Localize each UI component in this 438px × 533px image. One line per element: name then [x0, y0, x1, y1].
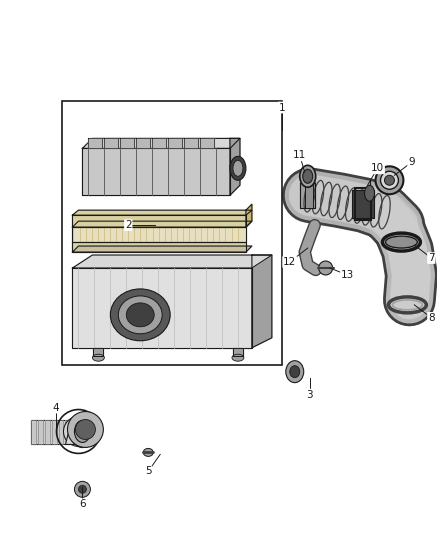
- Polygon shape: [168, 139, 182, 148]
- Polygon shape: [38, 419, 42, 445]
- Ellipse shape: [74, 421, 90, 442]
- Ellipse shape: [143, 448, 153, 456]
- Polygon shape: [200, 139, 214, 148]
- Polygon shape: [45, 419, 49, 445]
- Text: 11: 11: [293, 150, 306, 160]
- Polygon shape: [72, 210, 252, 215]
- Polygon shape: [59, 419, 64, 445]
- Polygon shape: [66, 419, 71, 445]
- Text: 12: 12: [283, 257, 297, 267]
- Circle shape: [385, 175, 395, 185]
- Text: 9: 9: [408, 157, 415, 167]
- Polygon shape: [88, 139, 102, 148]
- Polygon shape: [72, 255, 272, 268]
- Polygon shape: [72, 221, 252, 227]
- Circle shape: [64, 416, 93, 447]
- Polygon shape: [72, 242, 246, 252]
- Polygon shape: [72, 227, 246, 242]
- Text: 13: 13: [341, 270, 354, 280]
- Bar: [305, 183, 313, 208]
- Polygon shape: [72, 268, 252, 348]
- Text: 6: 6: [79, 499, 86, 509]
- Ellipse shape: [110, 289, 170, 341]
- Ellipse shape: [286, 361, 304, 383]
- Polygon shape: [104, 139, 118, 148]
- Polygon shape: [82, 148, 230, 195]
- Polygon shape: [184, 139, 198, 148]
- Bar: [63, 101, 282, 365]
- Ellipse shape: [385, 236, 417, 248]
- Ellipse shape: [126, 303, 154, 327]
- Polygon shape: [52, 419, 57, 445]
- Polygon shape: [31, 419, 35, 445]
- Circle shape: [375, 166, 403, 194]
- Text: 3: 3: [307, 390, 313, 400]
- Ellipse shape: [364, 185, 374, 201]
- Ellipse shape: [118, 296, 162, 334]
- Text: 1: 1: [279, 102, 285, 112]
- Ellipse shape: [71, 416, 95, 447]
- Ellipse shape: [303, 169, 313, 183]
- Ellipse shape: [232, 354, 244, 361]
- Polygon shape: [300, 183, 314, 208]
- Polygon shape: [82, 139, 240, 148]
- Polygon shape: [152, 139, 166, 148]
- Polygon shape: [136, 139, 150, 148]
- Bar: [355, 188, 371, 220]
- Circle shape: [75, 419, 95, 439]
- Polygon shape: [120, 139, 134, 148]
- Ellipse shape: [92, 354, 104, 361]
- Polygon shape: [252, 255, 272, 348]
- Ellipse shape: [230, 156, 246, 180]
- Text: 8: 8: [428, 313, 434, 323]
- Polygon shape: [31, 419, 71, 445]
- Text: 2: 2: [125, 220, 131, 230]
- Text: 7: 7: [428, 253, 434, 263]
- Text: 5: 5: [145, 466, 152, 477]
- Polygon shape: [72, 246, 252, 252]
- Polygon shape: [66, 424, 100, 445]
- Text: 4: 4: [52, 402, 59, 413]
- Polygon shape: [246, 204, 252, 227]
- Circle shape: [74, 481, 90, 497]
- Polygon shape: [230, 139, 240, 195]
- Ellipse shape: [233, 160, 243, 176]
- Ellipse shape: [290, 366, 300, 378]
- Circle shape: [381, 171, 399, 189]
- Circle shape: [78, 486, 86, 493]
- Circle shape: [67, 411, 103, 447]
- Polygon shape: [72, 215, 246, 227]
- Polygon shape: [93, 348, 103, 356]
- Polygon shape: [233, 348, 243, 356]
- Bar: [352, 190, 374, 218]
- Ellipse shape: [300, 165, 316, 187]
- Circle shape: [319, 261, 332, 275]
- Text: 10: 10: [371, 163, 384, 173]
